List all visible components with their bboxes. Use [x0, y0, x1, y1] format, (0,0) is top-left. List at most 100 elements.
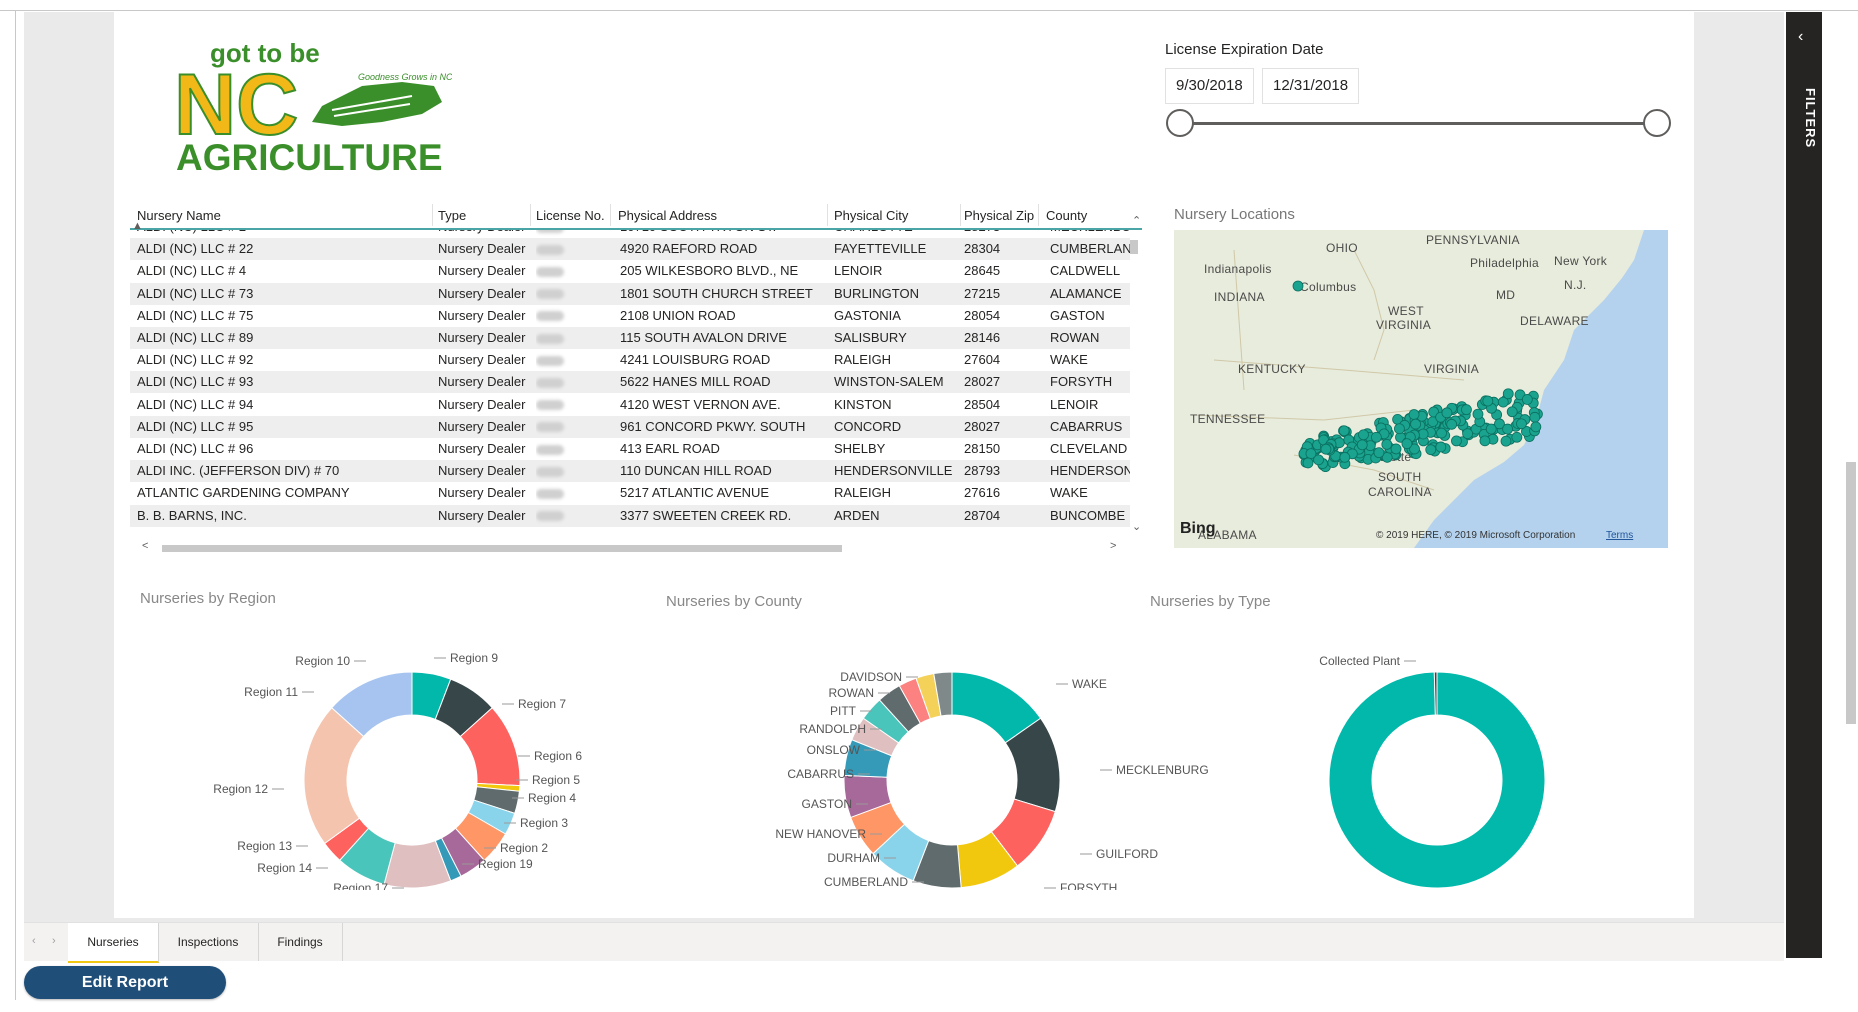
nursery-location-point[interactable] [1472, 408, 1484, 420]
end-date-input[interactable]: 12/31/2018 [1262, 68, 1360, 104]
nursery-location-point[interactable] [1373, 447, 1385, 459]
nursery-location-point[interactable] [1313, 454, 1324, 466]
nursery-location-point[interactable] [1511, 431, 1523, 443]
col-physical-zip[interactable]: Physical Zip [964, 208, 1035, 223]
logo-line3: AGRICULTURE [176, 137, 443, 176]
nursery-location-point[interactable] [1410, 418, 1421, 430]
map-terms-link[interactable]: Terms [1606, 530, 1634, 541]
edit-report-button[interactable]: Edit Report [24, 966, 226, 999]
nursery-location-point[interactable] [1482, 395, 1494, 407]
tab-findings[interactable]: Findings [258, 923, 343, 961]
nursery-location-point[interactable] [1494, 418, 1505, 430]
donut-label: DAVIDSON [840, 670, 902, 684]
nursery-location-point[interactable] [1451, 435, 1462, 447]
nursery-location-point[interactable] [1446, 418, 1458, 430]
table-cell: 27604 [964, 352, 1001, 368]
nursery-location-point[interactable] [1358, 429, 1369, 441]
nursery-location-point[interactable] [1462, 428, 1473, 440]
table-horizontal-scrollbar[interactable] [162, 545, 842, 552]
nursery-location-point[interactable] [1408, 409, 1420, 420]
nursery-location-point[interactable] [1516, 418, 1527, 430]
nursery-location-point[interactable] [1381, 438, 1393, 450]
nursery-location-point[interactable] [1497, 396, 1509, 408]
tab-next-icon[interactable]: › [52, 935, 56, 947]
tab-inspections[interactable]: Inspections [158, 923, 259, 961]
date-slider-start-handle[interactable] [1166, 109, 1194, 137]
redacted-license [536, 266, 564, 277]
table-row[interactable]: ALDI (NC) LLC # 92 Nursery Dealer 4241 LOU… [130, 349, 1130, 371]
table-row[interactable]: ALDI (NC) LLC # 22 Nursery Dealer 4920 RAE… [130, 238, 1130, 261]
table-row[interactable]: ALDI (NC) LLC # 75 Nursery Dealer 2108 UNI… [130, 305, 1130, 327]
nursery-location-point[interactable] [1500, 435, 1512, 447]
filters-pane[interactable]: ‹ FILTERS [1786, 12, 1822, 958]
scroll-left-icon[interactable]: < [142, 540, 149, 552]
col-physical-city[interactable]: Physical City [834, 208, 909, 223]
nursery-location-point[interactable] [1302, 457, 1314, 469]
nursery-location-point[interactable] [1441, 407, 1453, 419]
col-nursery-name[interactable]: Nursery Name [137, 208, 221, 223]
table-row[interactable]: ALDI (NC) LLC # 95 Nursery Dealer 961 CONC… [130, 415, 1130, 438]
nursery-location-point[interactable] [1370, 431, 1382, 443]
table-row[interactable]: ALDI (NC) LLC # 96 Nursery Dealer 413 EARL… [130, 438, 1130, 460]
col-type[interactable]: Type [438, 208, 467, 223]
date-slider-end-handle[interactable] [1643, 109, 1671, 137]
tab-prev-icon[interactable]: ‹ [32, 935, 36, 947]
table-cell: 28504 [964, 396, 1001, 412]
map-label-tennessee: TENNESSEE [1190, 412, 1266, 426]
start-date-input[interactable]: 9/30/2018 [1165, 68, 1254, 104]
nursery-location-point[interactable] [1356, 439, 1368, 451]
table-cell: ROWAN [1050, 330, 1100, 345]
nursery-location-point[interactable] [1320, 443, 1332, 455]
donut-slice[interactable] [331, 671, 413, 738]
donut-slice[interactable] [1328, 671, 1546, 889]
nursery-location-point[interactable] [1339, 451, 1351, 463]
col-county[interactable]: County [1046, 208, 1088, 223]
table-row[interactable]: ALDI (NC) LLC # 2 Nursery Dealer 10710 SOU… [130, 230, 1130, 238]
nursery-location-point[interactable] [1530, 421, 1542, 433]
table-cell [536, 482, 612, 504]
table-row[interactable]: ALDI (NC) LLC # 93 Nursery Dealer 5622 HAN… [130, 371, 1130, 394]
nursery-location-point[interactable] [1506, 406, 1518, 418]
table-cell: MECKLENBURG [1050, 230, 1130, 238]
nursery-location-point[interactable] [1461, 404, 1472, 416]
nursery-location-point[interactable] [1436, 427, 1447, 439]
nursery-location-point[interactable] [1521, 394, 1533, 405]
table-row[interactable]: ALDI (NC) LLC # 89 Nursery Dealer 115 SOUT… [130, 327, 1130, 349]
scroll-down-icon[interactable]: ⌄ [1132, 521, 1142, 533]
donut-region: Region 9 Region 7 Region 6 Region 5 Region 4… [213, 651, 582, 890]
nursery-location-point[interactable] [1338, 425, 1350, 437]
col-license-no[interactable]: License No. [536, 208, 605, 223]
scroll-up-icon[interactable]: ⌃ [1132, 215, 1142, 227]
nursery-location-point[interactable] [1394, 423, 1405, 435]
nursery-location-point[interactable] [1409, 443, 1420, 455]
nursery-location-point[interactable] [1292, 280, 1304, 292]
nursery-location-point[interactable] [1435, 441, 1447, 453]
tab-nurseries[interactable]: Nurseries [68, 923, 159, 963]
table-row[interactable]: ALDI (NC) LLC # 4 Nursery Dealer 205 WILKE… [130, 260, 1130, 282]
table-row[interactable]: ALDI INC. (JEFFERSON DIV) # 70 Nursery De… [130, 460, 1130, 483]
nursery-location-point[interactable] [1425, 444, 1437, 456]
donut-slice[interactable] [1433, 671, 1438, 716]
page-scrollbar[interactable] [1846, 462, 1856, 724]
table-row[interactable]: ATLANTIC GARDENING COMPANY Nursery Dealer… [130, 482, 1130, 504]
donut-slice[interactable] [933, 671, 953, 717]
collapse-chevron-icon[interactable]: ‹ [1798, 28, 1804, 45]
table-row[interactable]: B. B. BARNS, INC. Nursery Dealer 3377 SWEE… [130, 504, 1130, 527]
nursery-location-point[interactable] [1485, 423, 1497, 435]
nursery-location-point[interactable] [1390, 443, 1402, 455]
table-cell [536, 349, 612, 371]
nursery-location-point[interactable] [1479, 435, 1491, 447]
table-row[interactable]: ALDI (NC) LLC # 73 Nursery Dealer 1801 SOU… [130, 282, 1130, 305]
scroll-right-icon[interactable]: > [1110, 540, 1117, 552]
col-physical-address[interactable]: Physical Address [618, 208, 717, 223]
nursery-location-point[interactable] [1529, 411, 1541, 423]
map-label-columbus: Columbus [1300, 280, 1357, 294]
nursery-location-point[interactable] [1502, 423, 1514, 435]
table-row[interactable]: ALDI (NC) LLC # 94 Nursery Dealer 4120 WES… [130, 394, 1130, 416]
table-vertical-scrollbar[interactable] [1130, 222, 1138, 540]
nursery-location-point[interactable] [1305, 448, 1317, 460]
nursery-location-point[interactable] [1502, 388, 1514, 400]
nursery-map[interactable]: OHIO PENNSYLVANIA Philadelphia New York … [1174, 230, 1668, 548]
nursery-location-point[interactable] [1401, 438, 1413, 450]
map-label-ohio: OHIO [1326, 241, 1358, 255]
